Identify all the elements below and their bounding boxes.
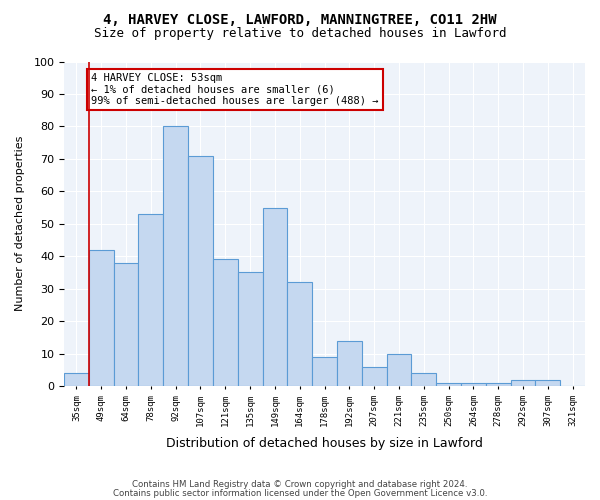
Bar: [113, 262, 139, 386]
Text: Size of property relative to detached houses in Lawford: Size of property relative to detached ho…: [94, 28, 506, 40]
Text: 4, HARVEY CLOSE, LAWFORD, MANNINGTREE, CO11 2HW: 4, HARVEY CLOSE, LAWFORD, MANNINGTREE, C…: [103, 12, 497, 26]
Bar: [412, 373, 436, 386]
Bar: [139, 214, 163, 386]
Bar: [535, 380, 560, 386]
Bar: [436, 383, 461, 386]
Y-axis label: Number of detached properties: Number of detached properties: [15, 136, 25, 312]
Bar: [64, 373, 89, 386]
Text: Contains public sector information licensed under the Open Government Licence v3: Contains public sector information licen…: [113, 490, 487, 498]
Bar: [89, 250, 113, 386]
Bar: [486, 383, 511, 386]
Bar: [163, 126, 188, 386]
Bar: [263, 208, 287, 386]
Text: Contains HM Land Registry data © Crown copyright and database right 2024.: Contains HM Land Registry data © Crown c…: [132, 480, 468, 489]
Bar: [188, 156, 213, 386]
Bar: [337, 340, 362, 386]
Bar: [362, 366, 386, 386]
Bar: [312, 357, 337, 386]
X-axis label: Distribution of detached houses by size in Lawford: Distribution of detached houses by size …: [166, 437, 483, 450]
Bar: [511, 380, 535, 386]
Bar: [461, 383, 486, 386]
Bar: [287, 282, 312, 386]
Bar: [213, 260, 238, 386]
Bar: [386, 354, 412, 386]
Text: 4 HARVEY CLOSE: 53sqm
← 1% of detached houses are smaller (6)
99% of semi-detach: 4 HARVEY CLOSE: 53sqm ← 1% of detached h…: [91, 73, 379, 106]
Bar: [238, 272, 263, 386]
